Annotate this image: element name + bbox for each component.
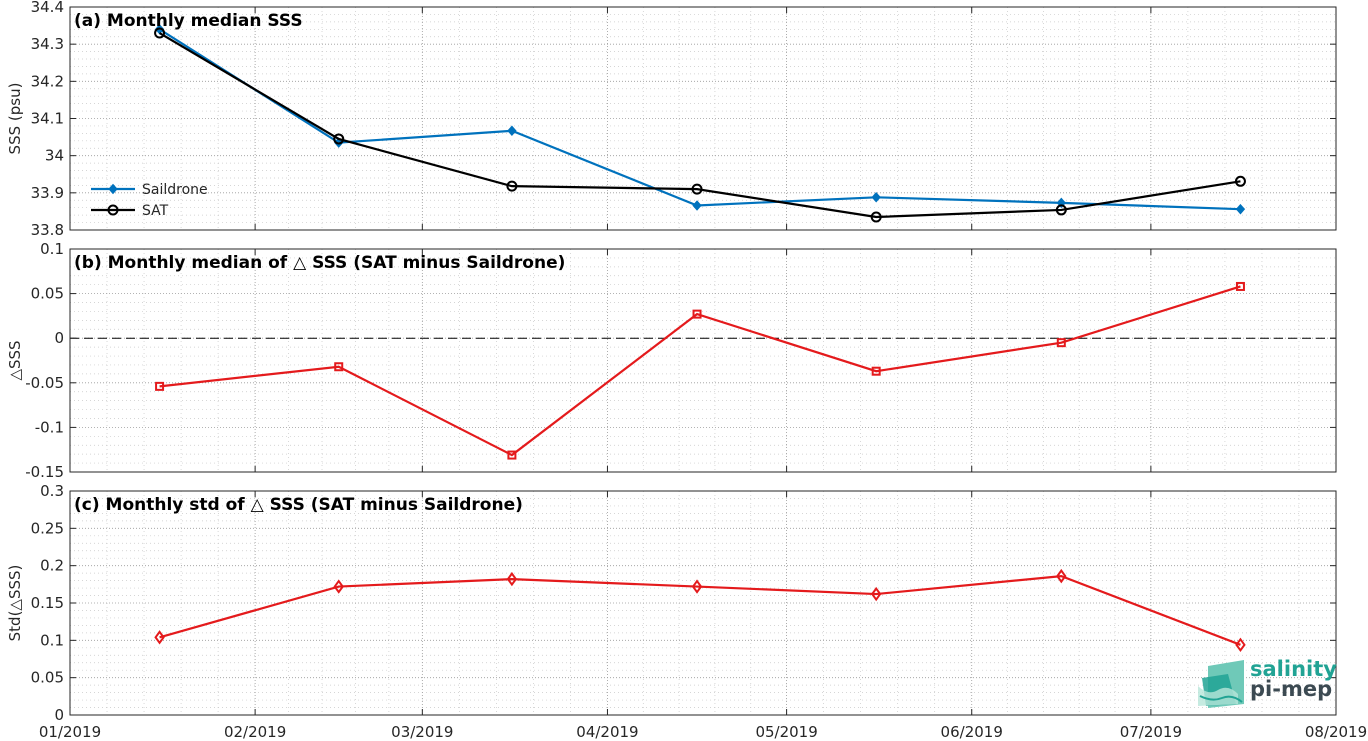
x-tick-label: 01/2019 bbox=[39, 723, 101, 741]
data-point bbox=[506, 571, 518, 587]
minor-grid bbox=[70, 249, 1336, 472]
panel-a: 33.8 33.9 34 34.1 34.2 34.3 34.4 SSS (psu) (a) M… bbox=[6, 0, 1337, 239]
y-tick-label: 34 bbox=[45, 147, 64, 165]
data-point bbox=[871, 366, 881, 376]
panel-b: -0.15 -0.1 -0.05 0 0.05 0.1 △SSS (b) Monthly me… bbox=[6, 240, 1337, 481]
series-sat bbox=[154, 27, 1246, 223]
y-tick-label: 34.2 bbox=[31, 72, 64, 90]
data-point bbox=[154, 630, 165, 645]
legend-label: Saildrone bbox=[142, 182, 208, 198]
panel-title: (b) Monthly median of △ SSS (SAT minus S… bbox=[74, 253, 565, 273]
y-tick-label: 34.1 bbox=[31, 110, 64, 128]
plot-area bbox=[70, 249, 1336, 472]
data-point bbox=[154, 27, 166, 39]
y-tick-label: 33.8 bbox=[31, 221, 64, 239]
x-tick-label: 02/2019 bbox=[224, 723, 286, 741]
y-tick-label: 0.1 bbox=[40, 631, 64, 649]
logo-text-pi-mep: pi-mep bbox=[1250, 677, 1332, 701]
data-point bbox=[1235, 203, 1246, 215]
series-line bbox=[159, 32, 1241, 219]
x-tick-label: 03/2019 bbox=[391, 723, 453, 741]
series-delta-sss bbox=[155, 281, 1245, 460]
data-point bbox=[870, 211, 882, 223]
data-point bbox=[1235, 281, 1245, 291]
y-tick-label: -0.1 bbox=[35, 418, 64, 436]
y-tick-label: 0 bbox=[54, 329, 64, 347]
data-point bbox=[692, 309, 702, 319]
axes-box bbox=[69, 248, 1337, 473]
y-tick-label: 33.9 bbox=[31, 184, 64, 202]
x-tick-label: 06/2019 bbox=[941, 723, 1003, 741]
shared-x-axis: 01/2019 02/2019 03/2019 04/2019 05/2019 06/20… bbox=[39, 723, 1367, 741]
y-axis-label: SSS (psu) bbox=[6, 83, 24, 155]
y-tick-label: 0.1 bbox=[40, 240, 64, 258]
panel-title: (c) Monthly std of △ SSS (SAT minus Sail… bbox=[74, 495, 523, 515]
data-point bbox=[507, 450, 517, 460]
logo-text-salinity: salinity bbox=[1250, 657, 1337, 681]
series-delta-sss bbox=[154, 568, 1246, 653]
data-point bbox=[333, 133, 345, 145]
series-line bbox=[159, 575, 1241, 646]
y-tick-label: 0.2 bbox=[40, 557, 64, 575]
data-point bbox=[1055, 204, 1067, 216]
data-point bbox=[334, 362, 344, 372]
data-point bbox=[155, 381, 165, 391]
data-point bbox=[1056, 568, 1067, 584]
x-tick-label: 05/2019 bbox=[755, 723, 817, 741]
y-tick-label: 0.25 bbox=[31, 519, 64, 537]
panel-title: (a) Monthly median SSS bbox=[74, 11, 303, 31]
legend-marker bbox=[108, 183, 118, 195]
data-point bbox=[871, 192, 881, 203]
legend-label: SAT bbox=[142, 203, 169, 219]
data-point bbox=[1056, 338, 1066, 348]
y-tick-label: -0.05 bbox=[25, 374, 64, 392]
minor-grid bbox=[70, 7, 1336, 230]
y-axis-label: △SSS bbox=[6, 340, 24, 380]
legend-marker bbox=[107, 204, 119, 216]
panel-c: 0 0.05 0.1 0.15 0.2 0.25 0.3 Std(△SSS) (c) Month… bbox=[6, 482, 1337, 724]
y-tick-label: 0.15 bbox=[31, 594, 64, 612]
legend: Saildrone SAT bbox=[91, 182, 208, 219]
salinity-pi-mep-logo: salinity pi-mep bbox=[1198, 657, 1337, 708]
x-tick-label: 04/2019 bbox=[576, 723, 638, 741]
y-tick-label: 34.3 bbox=[31, 35, 64, 53]
y-tick-label: 0.05 bbox=[31, 669, 64, 687]
y-tick-label: 0.3 bbox=[40, 482, 64, 500]
data-point bbox=[333, 579, 344, 594]
data-point bbox=[691, 183, 703, 195]
data-point bbox=[692, 200, 702, 211]
data-point bbox=[1234, 175, 1246, 187]
data-point bbox=[691, 579, 703, 594]
y-tick-label: 0 bbox=[54, 706, 64, 724]
y-tick-label: 34.4 bbox=[31, 0, 64, 16]
data-point bbox=[1235, 637, 1246, 653]
x-tick-label: 07/2019 bbox=[1120, 723, 1182, 741]
data-point bbox=[870, 586, 882, 602]
x-tick-label: 08/2019 bbox=[1305, 723, 1367, 741]
data-point bbox=[506, 180, 518, 192]
series-line bbox=[159, 285, 1241, 457]
y-tick-label: -0.15 bbox=[25, 463, 64, 481]
y-axis-label: Std(△SSS) bbox=[6, 565, 24, 642]
y-tick-label: 0.05 bbox=[31, 285, 64, 303]
data-point bbox=[507, 125, 517, 137]
